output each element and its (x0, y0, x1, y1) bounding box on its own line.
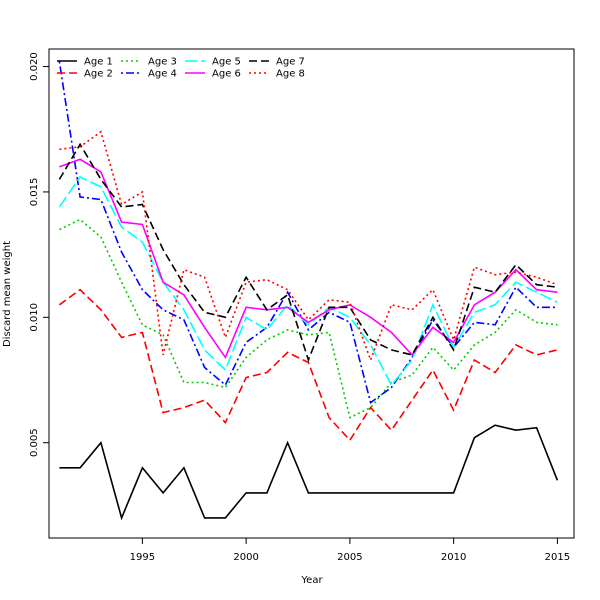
legend-label: Age 2 (84, 69, 113, 80)
x-tick-label: 2015 (545, 552, 570, 563)
legend-label: Age 8 (276, 69, 305, 80)
x-tick-label: 2005 (337, 552, 362, 563)
y-tick-label: 0.015 (29, 178, 40, 207)
series-line-7 (58, 142, 558, 363)
series-line-8 (59, 130, 558, 363)
legend-label: Age 5 (212, 57, 241, 68)
x-axis: 1995 2000 2005 2010 2015 (130, 538, 570, 563)
legend-label: Age 4 (148, 69, 177, 80)
series-line-1 (59, 424, 559, 521)
x-tick-label: 2000 (233, 552, 258, 563)
legend-label: Age 3 (148, 57, 177, 68)
y-tick-label: 0.020 (29, 52, 40, 81)
plot-frame (48, 48, 575, 539)
legend-label: Age 1 (84, 57, 113, 68)
series-line-6 (59, 158, 558, 360)
series-line-2 (58, 288, 558, 442)
series-line-3 (59, 218, 558, 419)
series-lines (58, 61, 559, 521)
x-tick-label: 2010 (441, 552, 466, 563)
x-tick-label: 1995 (130, 552, 155, 563)
y-axis: 0.005 0.010 0.015 0.020 (29, 52, 49, 457)
legend-label: Age 6 (212, 69, 241, 80)
y-tick-label: 0.010 (29, 303, 40, 332)
y-axis-label: Discard mean weight (2, 241, 13, 347)
series-line-5 (58, 175, 558, 387)
x-axis-label: Year (300, 575, 323, 586)
y-tick-label: 0.005 (29, 428, 40, 457)
series-line-4 (58, 61, 558, 404)
legend-label: Age 7 (276, 57, 305, 68)
